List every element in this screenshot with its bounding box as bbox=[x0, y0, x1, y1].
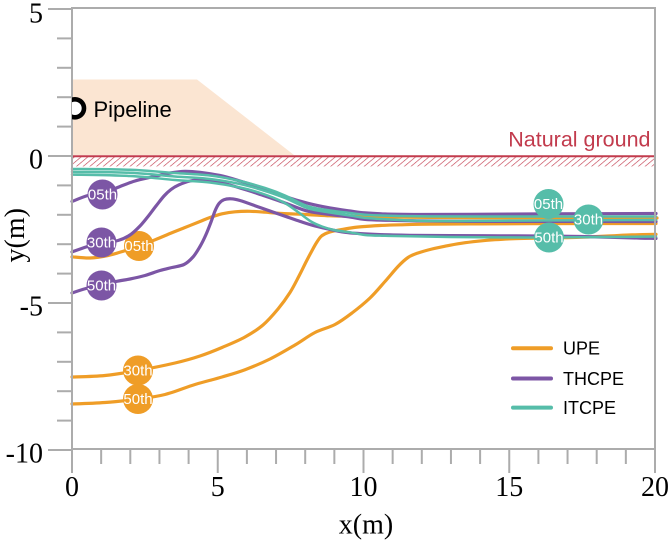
svg-text:30th: 30th bbox=[574, 212, 603, 229]
svg-text:0: 0 bbox=[65, 472, 79, 503]
svg-text:05th: 05th bbox=[88, 187, 117, 204]
svg-text:5: 5 bbox=[29, 0, 43, 30]
svg-text:ITCPE: ITCPE bbox=[563, 398, 616, 418]
svg-text:0: 0 bbox=[29, 145, 43, 176]
svg-text:UPE: UPE bbox=[563, 339, 600, 359]
svg-text:30th: 30th bbox=[123, 363, 152, 380]
svg-text:10: 10 bbox=[350, 472, 378, 503]
svg-text:50th: 50th bbox=[123, 391, 152, 408]
svg-text:5: 5 bbox=[211, 472, 225, 503]
svg-text:50th: 50th bbox=[87, 278, 116, 295]
svg-text:05th: 05th bbox=[534, 196, 563, 213]
svg-text:x(m): x(m) bbox=[339, 510, 393, 541]
svg-text:30th: 30th bbox=[87, 235, 116, 252]
svg-text:05th: 05th bbox=[124, 238, 153, 255]
svg-text:y(m): y(m) bbox=[0, 208, 31, 262]
svg-text:Natural ground: Natural ground bbox=[508, 128, 650, 152]
svg-text:50th: 50th bbox=[534, 230, 563, 247]
svg-text:THCPE: THCPE bbox=[563, 369, 624, 389]
svg-text:20: 20 bbox=[641, 472, 669, 503]
svg-text:-5: -5 bbox=[20, 292, 43, 323]
svg-text:15: 15 bbox=[495, 472, 523, 503]
svg-text:-10: -10 bbox=[6, 439, 43, 470]
svg-text:Pipeline: Pipeline bbox=[94, 97, 172, 122]
